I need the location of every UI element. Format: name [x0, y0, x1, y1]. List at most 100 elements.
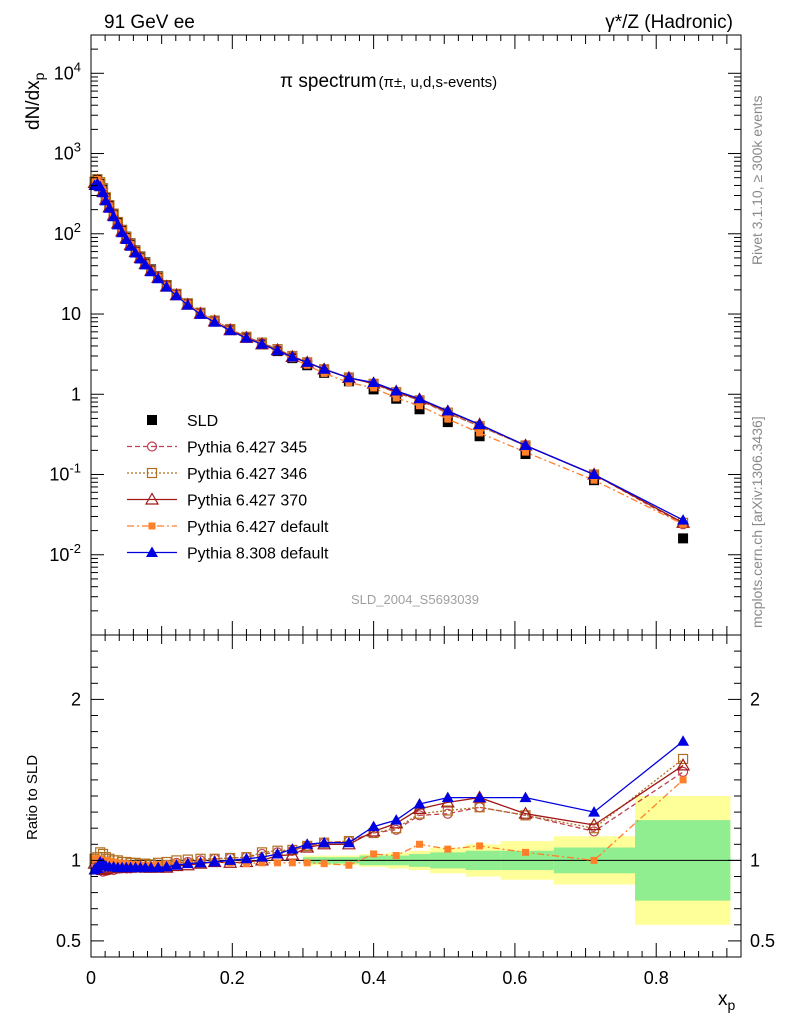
- data-point: [303, 859, 311, 867]
- data-point: [342, 836, 355, 848]
- y-axis-label-main: dN/dx: [23, 80, 44, 130]
- data-point: [473, 791, 486, 803]
- x-axis-label: xp: [718, 989, 736, 1013]
- data-point: [588, 823, 600, 834]
- data-point: [301, 838, 314, 849]
- data-point: [152, 272, 165, 284]
- data-point: [255, 338, 268, 349]
- data-point: [588, 468, 601, 480]
- data-point: [444, 845, 452, 853]
- x-axis-label-main: x: [718, 989, 728, 1010]
- y-tick-label: 10: [61, 304, 81, 324]
- x-tick-label: 0.4: [361, 968, 386, 988]
- data-point: [240, 852, 253, 864]
- data-point: [286, 843, 299, 854]
- data-point: [476, 429, 484, 437]
- data-point: [318, 363, 331, 374]
- data-point: [392, 394, 400, 402]
- main-plot-area: [87, 173, 691, 544]
- x-tick-label: 0.2: [220, 968, 245, 988]
- data-point: [129, 247, 142, 258]
- ratio-axis-label: Ratio to SLD: [24, 755, 41, 840]
- legend-entry: SLD: [147, 413, 218, 430]
- data-point: [181, 299, 194, 310]
- legend-label: SLD: [187, 413, 218, 430]
- y-tick-label: 104: [54, 59, 81, 83]
- data-point: [476, 842, 484, 850]
- data-point: [124, 240, 137, 251]
- data-point: [413, 798, 426, 809]
- data-point: [677, 735, 690, 746]
- legend-entry: Pythia 6.427 346: [127, 466, 307, 483]
- legend-label: Pythia 6.427 370: [187, 493, 307, 510]
- data-point: [416, 840, 424, 848]
- data-point: [677, 766, 689, 777]
- legend-marker: [147, 415, 157, 425]
- data-point: [224, 854, 237, 865]
- data-point: [103, 202, 116, 213]
- ratio-y-tick-label: 2: [71, 689, 81, 709]
- data-point: [111, 218, 124, 230]
- plot-title-main: π spectrum: [280, 71, 377, 92]
- data-point: [590, 856, 598, 864]
- data-point: [271, 344, 284, 356]
- y-tick-label: 102: [54, 220, 81, 244]
- ratio-axes: 0 0.2 0.4 0.6 0.8 2 2 1 1 0.5 0.5: [56, 635, 775, 988]
- ratio-y-tick-label-right: 0.5: [750, 931, 775, 951]
- data-point: [255, 851, 268, 862]
- data-point: [274, 859, 282, 867]
- data-point: [139, 258, 152, 270]
- series-5: [88, 177, 690, 525]
- data-point: [208, 316, 221, 327]
- data-point: [342, 371, 355, 383]
- data-point: [473, 418, 486, 429]
- legend: SLD Pythia 6.427 345 Pythia 6.427 346 Pythi…: [127, 413, 329, 563]
- data-point: [242, 860, 250, 868]
- data-point: [522, 448, 530, 456]
- ratio-y-tick-label: 0.5: [56, 931, 81, 951]
- legend-label: Pythia 8.308 default: [187, 546, 329, 563]
- y-axis-label: dN/dxp: [23, 72, 47, 130]
- data-point: [441, 404, 454, 416]
- data-point: [240, 332, 253, 343]
- data-point: [320, 860, 328, 868]
- legend-entry: Pythia 6.427 default: [127, 519, 329, 536]
- data-point: [413, 392, 426, 404]
- data-point: [678, 533, 689, 544]
- data-point: [677, 514, 690, 525]
- y-axis-label-sub: p: [31, 72, 47, 80]
- data-point: [367, 820, 380, 832]
- data-point: [318, 836, 331, 848]
- header-left: 91 GeV ee: [104, 12, 195, 33]
- data-point: [588, 806, 601, 817]
- data-point: [288, 859, 296, 867]
- series-0: [89, 174, 689, 544]
- legend-marker: [148, 522, 156, 530]
- data-point: [442, 805, 453, 816]
- legend-entry: Pythia 6.427 370: [127, 492, 307, 510]
- data-point: [392, 852, 400, 860]
- data-point: [134, 252, 147, 264]
- legend-label: Pythia 6.427 345: [187, 440, 307, 457]
- data-point: [367, 376, 380, 388]
- data-point: [194, 856, 207, 868]
- data-point: [474, 802, 485, 813]
- ratio-plot-area: [87, 735, 741, 925]
- data-point: [518, 806, 533, 819]
- ratio-y-tick-label-right: 1: [750, 850, 760, 870]
- data-point: [677, 753, 689, 765]
- rivet-label: Rivet 3.1.10, ≥ 300k events: [749, 95, 765, 265]
- data-point: [224, 324, 237, 336]
- legend-marker: [146, 546, 158, 557]
- data-point: [519, 439, 532, 450]
- data-point: [160, 281, 173, 292]
- x-axis-label-sub: p: [728, 997, 736, 1013]
- ratio-panel: 0 0.2 0.4 0.6 0.8 2 2 1 1 0.5 0.5 Ratio to SLD xp: [24, 634, 775, 1013]
- legend-entry: Pythia 6.427 345: [127, 440, 307, 457]
- legend-label: Pythia 6.427 346: [187, 466, 307, 483]
- ratio-y-tick-label-right: 2: [750, 689, 760, 709]
- y-tick-label: 10-1: [49, 461, 81, 485]
